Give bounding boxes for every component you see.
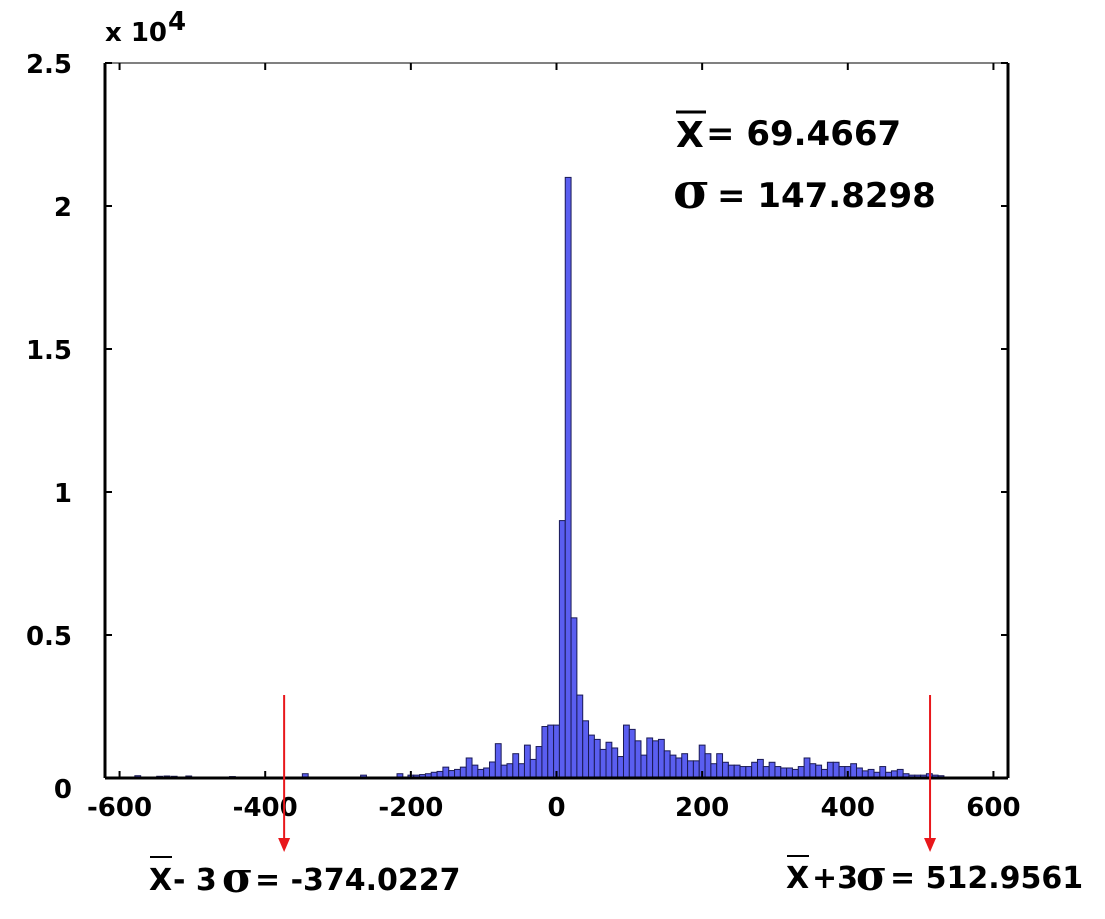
sigma-value: = 147.8298 — [717, 176, 936, 216]
histogram-bar — [652, 740, 659, 779]
histogram-bar — [500, 764, 508, 779]
upper-sigma-symbol: σ — [856, 851, 887, 900]
histogram-bar — [669, 754, 677, 779]
upper-bound-value: = 512.9561 — [890, 861, 1083, 896]
histogram-bar — [535, 746, 543, 779]
histogram-bar — [681, 753, 689, 779]
y-tick-label: 2.5 — [26, 50, 72, 80]
mean-symbol: X — [676, 115, 704, 156]
histogram-bar — [856, 767, 863, 779]
x-tick-label: -200 — [378, 793, 443, 823]
histogram-bar — [722, 761, 729, 779]
histogram-bar — [459, 766, 467, 779]
histogram-bar — [774, 766, 782, 779]
upper-mean-symbol: X — [786, 861, 809, 896]
histogram-bar — [704, 753, 712, 779]
histogram-bar — [663, 750, 671, 779]
histogram-bar — [547, 724, 555, 779]
histogram-bar — [716, 753, 724, 779]
histogram-bar — [692, 760, 700, 779]
sigma-symbol: σ — [673, 161, 710, 220]
y-tick-label: 2 — [54, 193, 72, 223]
histogram-bar — [768, 761, 776, 779]
histogram-bar — [710, 763, 718, 779]
histogram-bar — [803, 757, 811, 779]
histogram-bar — [582, 720, 590, 779]
x-tick-label: 400 — [821, 793, 875, 823]
histogram-bar — [611, 747, 619, 779]
lower-bound-arrow-head — [278, 838, 291, 852]
histogram-bar — [471, 764, 479, 779]
y-tick-label: 0.5 — [26, 622, 72, 652]
histogram-bar — [727, 764, 735, 779]
histogram-bar — [751, 761, 758, 779]
histogram-bar — [687, 760, 694, 779]
histogram-bar — [593, 738, 601, 779]
histogram-bar — [512, 753, 520, 779]
upper-prefix: +3 — [812, 861, 858, 896]
y-tick-label: 1.5 — [26, 336, 72, 366]
histogram-bar — [599, 748, 607, 779]
histogram-bar — [786, 767, 793, 779]
histogram-bar — [657, 738, 665, 779]
lower-mean-symbol: X — [149, 863, 172, 898]
histogram-bar — [506, 763, 514, 779]
x-tick-label: 600 — [966, 793, 1020, 823]
histogram-bar — [780, 767, 788, 779]
histogram-bar — [646, 737, 654, 779]
histogram-bar — [739, 766, 747, 779]
histogram-bar — [745, 766, 753, 779]
histogram-bar — [756, 758, 764, 779]
histogram-bar — [617, 756, 624, 779]
histogram-bar — [489, 761, 496, 779]
histogram-bar — [762, 766, 770, 779]
histogram-bar — [494, 743, 502, 779]
histogram-bar — [675, 757, 683, 779]
lower-prefix: - 3 — [173, 863, 217, 898]
histogram-bar — [809, 763, 817, 779]
histogram-bar — [797, 766, 805, 779]
histogram-bar — [733, 764, 741, 779]
x-tick-label: 0 — [547, 793, 565, 823]
histogram-bar — [553, 724, 560, 779]
histogram-bar — [622, 724, 630, 779]
histogram-bar — [850, 763, 858, 779]
histogram-bar — [879, 766, 887, 779]
upper-bound-arrow-head — [924, 838, 937, 852]
lower-sigma-symbol: σ — [222, 853, 253, 902]
x-tick-label: 200 — [675, 793, 729, 823]
histogram-bar — [815, 764, 823, 779]
histogram-bar — [465, 757, 473, 779]
y-tick-label: 1 — [54, 479, 72, 509]
histogram-bar — [523, 744, 531, 779]
histogram-bar — [483, 767, 491, 779]
histogram-bar — [570, 617, 578, 779]
histogram-bar — [588, 734, 595, 779]
histogram-bar — [628, 728, 636, 779]
x-tick-label: -600 — [87, 793, 152, 823]
y-multiplier-exponent: 4 — [168, 7, 186, 37]
y-multiplier-label: x 10 — [105, 18, 167, 48]
histogram-bar — [605, 741, 613, 779]
histogram-bar — [564, 176, 572, 779]
mean-value: = 69.4667 — [706, 114, 901, 154]
histogram-bar — [529, 758, 537, 779]
lower-bound-value: = -374.0227 — [255, 863, 461, 898]
histogram-bar — [826, 761, 834, 779]
x-tick-label: -400 — [233, 793, 298, 823]
histogram-bar — [576, 694, 584, 779]
y-tick-label: 0 — [54, 775, 72, 805]
histogram-bar — [541, 726, 549, 779]
histogram-bar — [442, 766, 450, 779]
histogram-bar — [518, 763, 525, 779]
histogram-bar — [558, 520, 566, 779]
histogram-bar — [838, 766, 846, 779]
histogram-bar — [832, 761, 840, 779]
histogram-bar — [640, 754, 648, 779]
histogram-bar — [634, 740, 642, 779]
